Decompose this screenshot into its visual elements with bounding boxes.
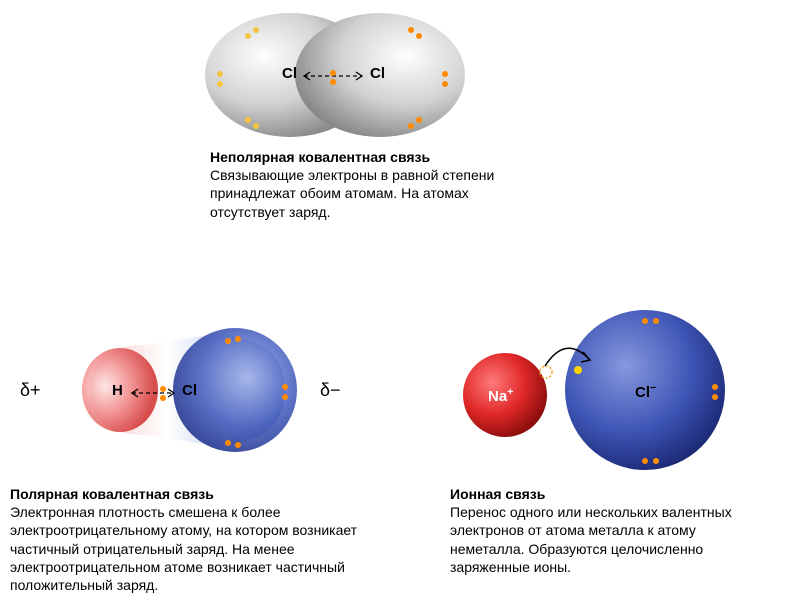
polar-delta-minus: δ− <box>320 380 341 401</box>
ionic-atom1-charge: + <box>507 386 513 398</box>
electron-dot <box>416 117 422 123</box>
electron-dot <box>235 336 241 342</box>
electron-dot <box>225 338 231 344</box>
electron-dot <box>282 384 288 390</box>
electron-dot <box>653 318 659 324</box>
polar-title: Полярная ковалентная связь <box>10 486 214 502</box>
electron-dot <box>217 71 223 77</box>
nonpolar-body: Связывающие электроны в равной степени п… <box>210 167 494 219</box>
electron-dot <box>160 395 166 401</box>
electron-dot <box>416 33 422 39</box>
ionic-atom2-sym: Cl <box>635 384 650 401</box>
ionic-atom1-sym: Na <box>488 388 507 405</box>
ionic-diagram: Na+ Cl− <box>450 300 770 480</box>
electron-dot <box>712 394 718 400</box>
nonpolar-title: Неполярная ковалентная связь <box>210 149 430 165</box>
electron-dot <box>225 440 231 446</box>
ionic-text: Ионная связь Перенос одного или нескольк… <box>450 485 770 576</box>
electron-dot <box>282 394 288 400</box>
electron-dot <box>712 384 718 390</box>
electron-dot <box>330 70 336 76</box>
ionic-body: Перенос одного или нескольких валентных … <box>450 504 732 575</box>
electron-dot <box>442 81 448 87</box>
polar-delta-plus: δ+ <box>20 380 41 401</box>
electron-dot <box>160 386 166 392</box>
electron-dot <box>217 81 223 87</box>
electron-dot <box>642 458 648 464</box>
polar-arrows <box>126 386 180 400</box>
polar-text: Полярная ковалентная связь Электронная п… <box>10 485 390 594</box>
electron-dot <box>330 79 336 85</box>
nonpolar-atom1-label: Cl <box>282 65 297 82</box>
ionic-title: Ионная связь <box>450 486 545 502</box>
electron-dot <box>653 458 659 464</box>
ionic-atom2-label: Cl− <box>635 382 656 401</box>
electron-dot <box>408 27 414 33</box>
nonpolar-diagram: Cl Cl <box>190 5 480 145</box>
nonpolar-text: Неполярная ковалентная связь Связывающие… <box>210 148 500 221</box>
electron-dot <box>442 71 448 77</box>
polar-atom2-label: Cl <box>182 382 197 399</box>
polar-body: Электронная плотность смешена к более эл… <box>10 504 357 593</box>
electron-dot <box>642 318 648 324</box>
nonpolar-atom2-label: Cl <box>370 65 385 82</box>
electron-dot <box>245 33 251 39</box>
ionic-atom1-label: Na+ <box>488 386 513 405</box>
electron-dot <box>235 442 241 448</box>
polar-atom1-label: H <box>112 382 123 399</box>
electron-dot <box>253 27 259 33</box>
electron-dot <box>253 123 259 129</box>
polar-diagram: H Cl <box>50 300 330 480</box>
electron-dot <box>408 123 414 129</box>
ionic-atom2-charge: − <box>650 382 656 394</box>
electron-dot <box>245 117 251 123</box>
